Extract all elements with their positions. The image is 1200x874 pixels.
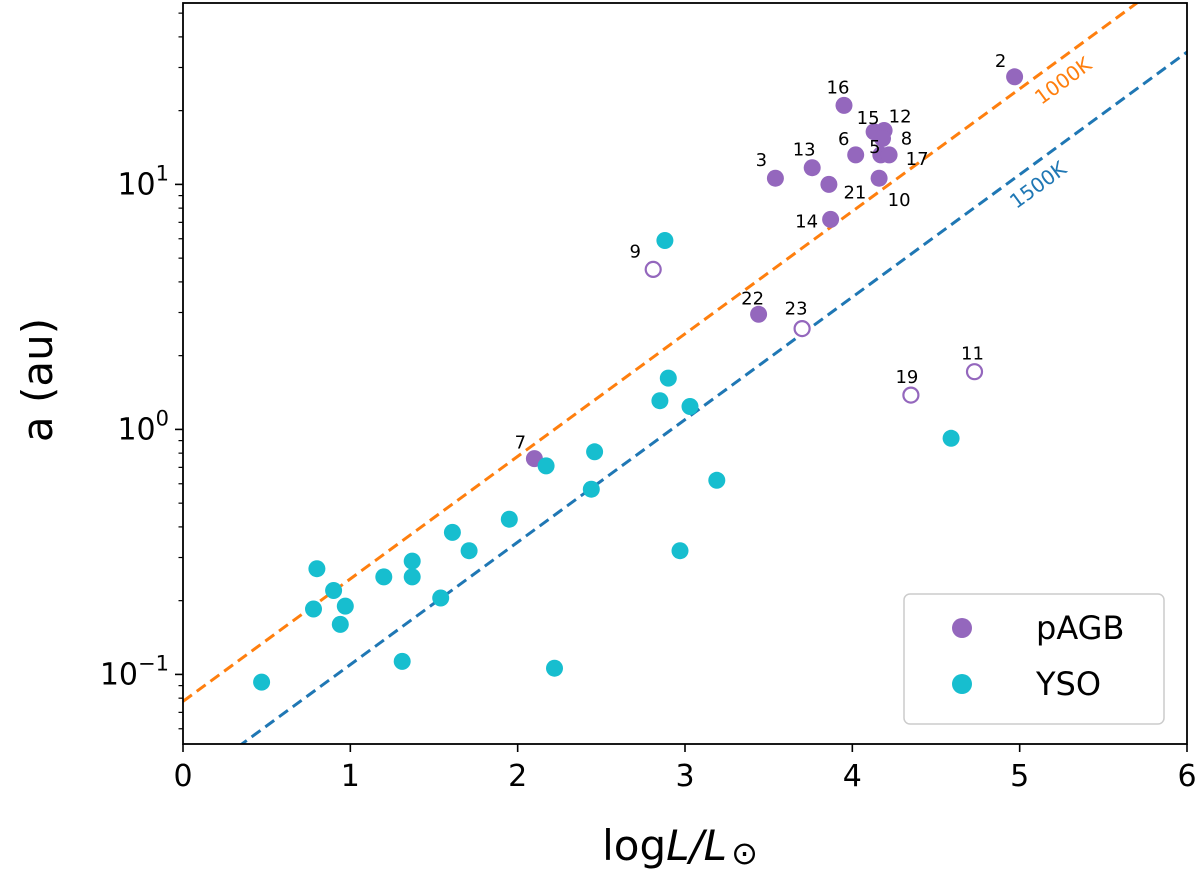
point-yso-11: [460, 542, 478, 560]
point-yso-23: [546, 659, 563, 677]
point-pagb-12: [822, 210, 840, 228]
point-yso-16: [403, 568, 421, 586]
legend: pAGB YSO: [903, 593, 1165, 725]
point-yso-2: [651, 392, 669, 410]
x-tick-label-2: 2: [508, 759, 527, 794]
point-label-7: 7: [515, 433, 526, 454]
point-yso-3: [681, 398, 699, 415]
point-pagb-16: [902, 386, 920, 404]
point-label-16: 16: [827, 77, 850, 98]
legend-box: [903, 593, 1165, 725]
point-label-6: 6: [838, 129, 849, 150]
point-yso-8: [582, 480, 600, 498]
y-axis-title: a (au): [13, 318, 62, 442]
point-label-22: 22: [741, 288, 764, 309]
point-yso-18: [432, 589, 450, 607]
point-yso-14: [308, 560, 326, 578]
reference-line-1500k: [239, 50, 1187, 744]
point-label-9: 9: [629, 241, 640, 262]
legend-marker-yso: [952, 674, 972, 694]
point-label-2: 2: [995, 51, 1006, 72]
point-yso-6: [537, 457, 555, 475]
reference-line-1000k: [183, 3, 1140, 703]
point-label-12: 12: [889, 107, 912, 128]
point-pagb-4: [847, 146, 865, 164]
line-label-1500k: 1500K: [1005, 156, 1072, 214]
point-yso-9: [500, 510, 518, 528]
point-yso-4: [942, 429, 960, 447]
point-pagb-3: [835, 96, 853, 114]
x-tick-label-1: 1: [341, 759, 360, 794]
point-label-11: 11: [961, 344, 984, 365]
point-yso-22: [393, 652, 411, 670]
point-yso-17: [325, 582, 343, 599]
point-pagb-17: [965, 363, 984, 381]
legend-marker-pagb: [952, 618, 972, 638]
point-label-19: 19: [895, 367, 918, 388]
line-label-1000k: 1000K: [1030, 52, 1097, 110]
point-label-15: 15: [857, 108, 880, 129]
y-tick-label-0: 10−1: [100, 651, 169, 692]
y-tick-label-1: 100: [117, 406, 169, 447]
point-label-23: 23: [785, 299, 808, 320]
point-pagb-9: [880, 146, 898, 164]
point-yso-21: [331, 615, 349, 633]
point-pagb-11: [870, 169, 888, 187]
point-pagb-15: [793, 320, 811, 338]
point-pagb-7: [874, 130, 891, 147]
point-pagb-0: [1006, 68, 1024, 86]
point-pagb-1: [766, 169, 784, 187]
point-label-21: 21: [843, 182, 866, 203]
point-label-10: 10: [888, 190, 911, 211]
point-yso-24: [253, 673, 271, 691]
point-label-17: 17: [906, 149, 929, 170]
x-tick-label-6: 6: [1177, 759, 1196, 794]
point-pagb-10: [820, 175, 838, 193]
x-tick-label-3: 3: [675, 759, 694, 794]
x-tick-label-5: 5: [1010, 759, 1029, 794]
point-yso-10: [443, 523, 461, 541]
reference-lines: [183, 3, 1187, 744]
point-label-5: 5: [869, 137, 880, 158]
point-yso-1: [659, 369, 677, 387]
point-label-3: 3: [756, 150, 767, 171]
point-label-14: 14: [795, 211, 818, 232]
legend-label-pagb: pAGB: [1036, 609, 1124, 647]
point-yso-5: [586, 443, 604, 461]
legend-label-yso: YSO: [1035, 665, 1101, 703]
point-pagb-2: [803, 159, 821, 177]
point-pagb-14: [750, 305, 768, 323]
point-yso-7: [708, 471, 726, 489]
point-yso-12: [671, 542, 689, 560]
x-axis-title: logL/L ⊙: [602, 821, 758, 872]
x-tick-label-0: 0: [173, 759, 192, 794]
point-yso-20: [305, 600, 322, 618]
point-label-13: 13: [793, 140, 816, 161]
x-tick-label-4: 4: [843, 759, 862, 794]
point-yso-0: [656, 232, 674, 249]
point-pagb-13: [644, 260, 662, 278]
point-yso-15: [375, 568, 393, 586]
y-tick-label-2: 101: [117, 161, 169, 202]
point-label-8: 8: [901, 129, 912, 150]
data-points: [253, 68, 1024, 691]
point-yso-13: [403, 552, 421, 570]
point-yso-19: [336, 597, 354, 615]
